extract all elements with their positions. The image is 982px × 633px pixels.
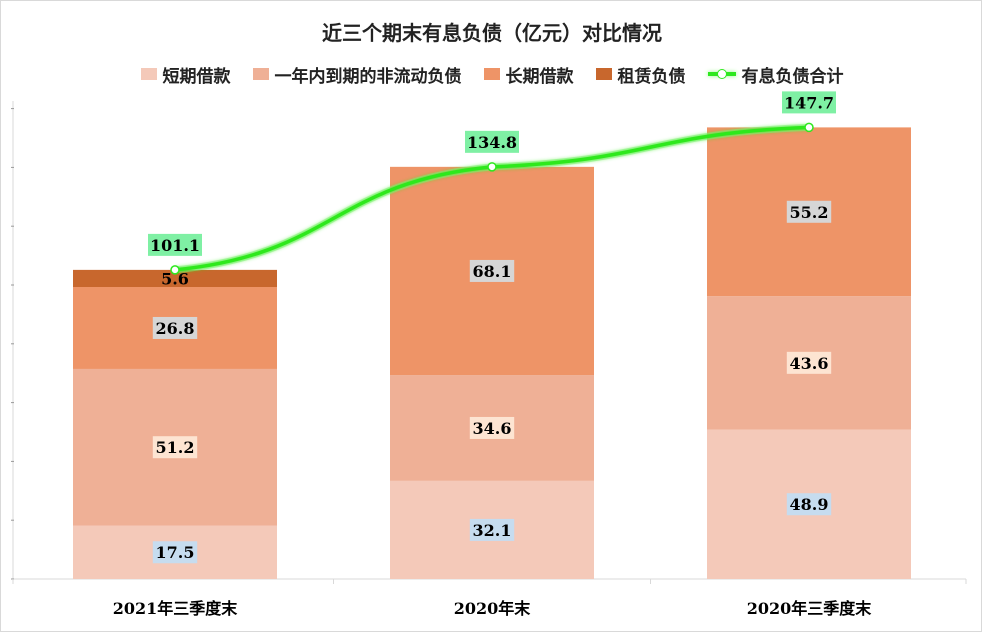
- total-data-label: 101.1: [150, 236, 200, 255]
- total-line-point: [170, 265, 180, 275]
- chart-title: 近三个期末有息负债（亿元）对比情况: [322, 21, 662, 45]
- bar-data-label-bg: [152, 316, 198, 339]
- total-data-label-bg: [148, 233, 202, 256]
- total-data-label: 134.8: [467, 133, 517, 152]
- total-data-label-bg: [465, 130, 519, 153]
- bar-data-label-bg: [152, 436, 198, 459]
- total-data-label-bg: [782, 91, 836, 114]
- total-data-label: 147.7: [784, 93, 834, 112]
- legend-line-swatch: [707, 68, 736, 80]
- bar-data-label: 32.1: [473, 521, 512, 540]
- chart-legend: 短期借款 一年内到期的非流动负债 长期借款 租赁负债 有息负债合计: [1, 61, 982, 87]
- bar-data-label: 48.9: [790, 495, 829, 514]
- legend-swatch: [252, 68, 269, 80]
- bar-data-label-bg: [469, 518, 515, 541]
- legend-swatch: [140, 68, 157, 80]
- bar-data-label: 17.5: [156, 543, 195, 562]
- x-tick-label: 2021年三季度末: [113, 599, 239, 618]
- total-line-point: [804, 122, 814, 133]
- bar-data-label-bg: [786, 493, 832, 516]
- legend-label: 租赁负债: [617, 66, 686, 87]
- bar-data-label-bg: [786, 351, 832, 374]
- x-tick-label: 2020年末: [454, 599, 532, 618]
- legend-label: 有息负债合计: [741, 66, 844, 87]
- bar-segment: [73, 269, 277, 287]
- legend-item-total-interest-bearing-debt: 有息负债合计: [707, 62, 844, 87]
- legend-swatch: [595, 68, 612, 80]
- bar-data-label-bg: [152, 541, 198, 564]
- bar-data-label-bg: [786, 200, 832, 223]
- bar-data-label: 51.2: [156, 438, 195, 457]
- legend-label: 长期借款: [505, 66, 574, 87]
- legend-item-lease-liabilities: 租赁负债: [595, 62, 686, 87]
- legend-item-long-term-loans: 长期借款: [483, 62, 574, 87]
- bar-data-label: 26.8: [156, 319, 195, 338]
- legend-item-current-noncurrent-liabilities: 一年内到期的非流动负债: [252, 62, 462, 87]
- bar-data-label: 43.6: [790, 354, 829, 373]
- bar-data-label: 68.1: [473, 262, 512, 281]
- bar-data-label: 55.2: [790, 203, 829, 222]
- total-line-point: [487, 162, 497, 172]
- bar-data-label-bg: [469, 416, 515, 439]
- legend-label: 短期借款: [162, 66, 231, 87]
- bar-data-label: 5.6: [161, 269, 189, 288]
- bar-data-label-bg: [469, 259, 515, 282]
- x-tick-label: 2020年三季度末: [747, 599, 873, 618]
- legend-label: 一年内到期的非流动负债: [274, 66, 462, 87]
- legend-item-short-term-loans: 短期借款: [140, 62, 231, 87]
- bar-data-label: 34.6: [473, 419, 512, 438]
- legend-swatch: [483, 68, 500, 80]
